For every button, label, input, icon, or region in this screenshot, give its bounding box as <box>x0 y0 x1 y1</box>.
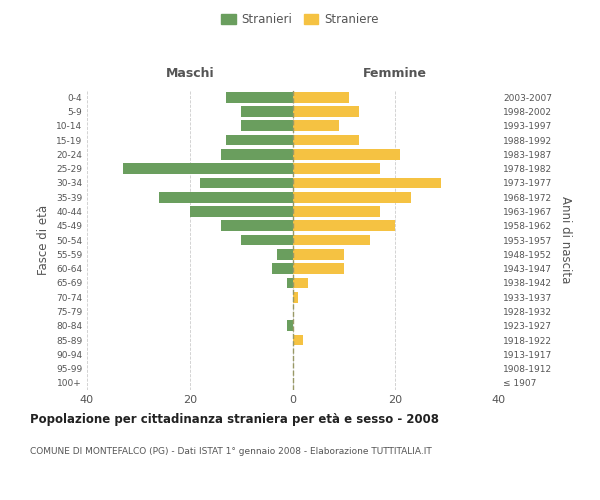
Bar <box>200 178 293 188</box>
Text: Popolazione per cittadinanza straniera per età e sesso - 2008: Popolazione per cittadinanza straniera p… <box>30 412 439 426</box>
Bar <box>277 249 293 260</box>
Bar <box>293 149 400 160</box>
Bar <box>293 163 380 174</box>
Bar <box>293 278 308 288</box>
Bar <box>287 320 293 331</box>
Bar <box>190 206 293 217</box>
Bar <box>293 178 442 188</box>
Bar <box>293 134 359 145</box>
Bar <box>293 192 410 202</box>
Bar <box>226 92 293 102</box>
Y-axis label: Fasce di età: Fasce di età <box>37 205 50 275</box>
Bar <box>221 149 293 160</box>
Bar <box>241 106 293 117</box>
Bar <box>241 120 293 131</box>
Bar <box>123 163 293 174</box>
Text: Maschi: Maschi <box>166 67 214 80</box>
Bar <box>159 192 293 202</box>
Bar <box>293 220 395 231</box>
Bar <box>293 206 380 217</box>
Bar <box>287 278 293 288</box>
Bar <box>221 220 293 231</box>
Legend: Stranieri, Straniere: Stranieri, Straniere <box>217 8 383 31</box>
Bar <box>226 134 293 145</box>
Bar <box>272 263 293 274</box>
Bar <box>293 106 359 117</box>
Bar <box>293 120 339 131</box>
Bar <box>293 249 344 260</box>
Bar <box>293 292 298 302</box>
Bar <box>293 334 303 345</box>
Bar <box>241 234 293 246</box>
Bar <box>293 263 344 274</box>
Bar <box>293 234 370 246</box>
Text: Femmine: Femmine <box>363 67 427 80</box>
Text: COMUNE DI MONTEFALCO (PG) - Dati ISTAT 1° gennaio 2008 - Elaborazione TUTTITALIA: COMUNE DI MONTEFALCO (PG) - Dati ISTAT 1… <box>30 448 432 456</box>
Y-axis label: Anni di nascita: Anni di nascita <box>559 196 572 284</box>
Bar <box>293 92 349 102</box>
